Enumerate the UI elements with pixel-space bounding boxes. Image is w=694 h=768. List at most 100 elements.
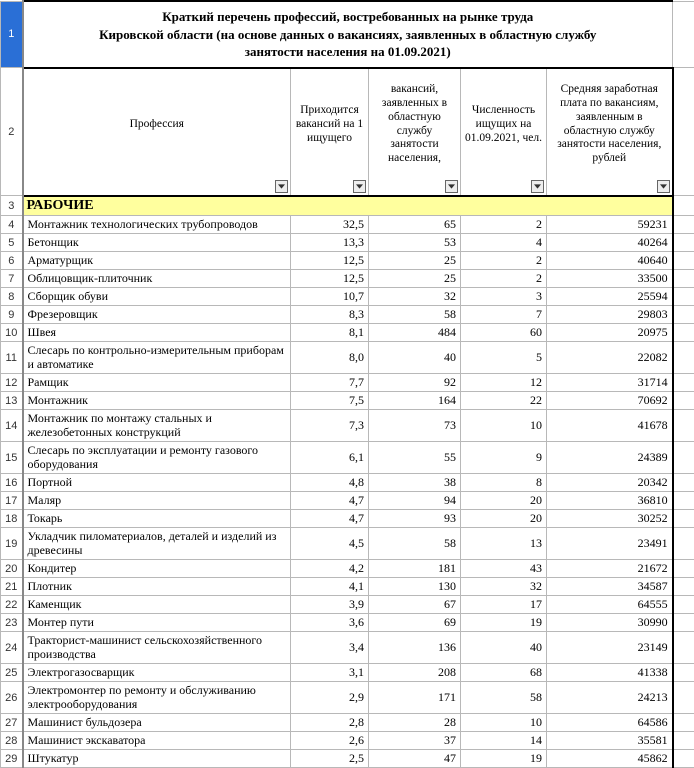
cell-salary[interactable]: 41678 <box>547 410 673 442</box>
cell-seekers[interactable]: 40 <box>461 632 547 664</box>
cell-salary[interactable]: 24389 <box>547 442 673 474</box>
cell-profession[interactable]: Портной <box>23 474 291 492</box>
cell-salary[interactable]: 23149 <box>547 632 673 664</box>
cell-ratio[interactable]: 3,4 <box>291 632 369 664</box>
cell-vacancies[interactable]: 32 <box>369 288 461 306</box>
cell-vacancies[interactable]: 136 <box>369 632 461 664</box>
filter-profession[interactable] <box>275 180 288 193</box>
cell-salary[interactable]: 36810 <box>547 492 673 510</box>
cell-seekers[interactable]: 17 <box>461 596 547 614</box>
cell-salary[interactable]: 31714 <box>547 374 673 392</box>
cell-ratio[interactable]: 4,7 <box>291 510 369 528</box>
cell-ratio[interactable]: 2,8 <box>291 714 369 732</box>
cell-profession[interactable]: Штукатур <box>23 750 291 768</box>
cell-ratio[interactable]: 3,1 <box>291 664 369 682</box>
filter-seekers[interactable] <box>531 180 544 193</box>
row-number[interactable]: 12 <box>1 374 23 392</box>
cell-profession[interactable]: Плотник <box>23 578 291 596</box>
row-number[interactable]: 16 <box>1 474 23 492</box>
row-number[interactable]: 4 <box>1 216 23 234</box>
cell-salary[interactable]: 35581 <box>547 732 673 750</box>
cell-vacancies[interactable]: 53 <box>369 234 461 252</box>
cell-salary[interactable]: 23491 <box>547 528 673 560</box>
cell-profession[interactable]: Рамщик <box>23 374 291 392</box>
cell-seekers[interactable]: 7 <box>461 306 547 324</box>
cell-seekers[interactable]: 22 <box>461 392 547 410</box>
cell-ratio[interactable]: 4,1 <box>291 578 369 596</box>
cell-ratio[interactable]: 4,2 <box>291 560 369 578</box>
cell-salary[interactable]: 34587 <box>547 578 673 596</box>
row-number[interactable]: 24 <box>1 632 23 664</box>
cell-profession[interactable]: Монтажник технологических трубопроводов <box>23 216 291 234</box>
cell-ratio[interactable]: 7,5 <box>291 392 369 410</box>
cell-profession[interactable]: Слесарь по контрольно-измерительным приб… <box>23 342 291 374</box>
row-number[interactable]: 28 <box>1 732 23 750</box>
cell-seekers[interactable]: 5 <box>461 342 547 374</box>
cell-profession[interactable]: Токарь <box>23 510 291 528</box>
cell-profession[interactable]: Монтер пути <box>23 614 291 632</box>
cell-profession[interactable]: Слесарь по эксплуатации и ремонту газово… <box>23 442 291 474</box>
cell-seekers[interactable]: 2 <box>461 252 547 270</box>
row-number[interactable]: 9 <box>1 306 23 324</box>
cell-ratio[interactable]: 6,1 <box>291 442 369 474</box>
cell-ratio[interactable]: 4,5 <box>291 528 369 560</box>
cell-salary[interactable]: 33500 <box>547 270 673 288</box>
cell-ratio[interactable]: 2,5 <box>291 750 369 768</box>
row-number[interactable]: 17 <box>1 492 23 510</box>
row-number[interactable]: 8 <box>1 288 23 306</box>
row-number[interactable]: 25 <box>1 664 23 682</box>
cell-profession[interactable]: Машинист бульдозера <box>23 714 291 732</box>
cell-vacancies[interactable]: 58 <box>369 528 461 560</box>
cell-vacancies[interactable]: 171 <box>369 682 461 714</box>
row-number[interactable]: 27 <box>1 714 23 732</box>
cell-ratio[interactable]: 8,3 <box>291 306 369 324</box>
cell-vacancies[interactable]: 92 <box>369 374 461 392</box>
row-number[interactable]: 13 <box>1 392 23 410</box>
cell-salary[interactable]: 70692 <box>547 392 673 410</box>
cell-vacancies[interactable]: 130 <box>369 578 461 596</box>
cell-profession[interactable]: Тракторист-машинист сельскохозяйственног… <box>23 632 291 664</box>
cell-vacancies[interactable]: 69 <box>369 614 461 632</box>
cell-salary[interactable]: 64586 <box>547 714 673 732</box>
cell-salary[interactable]: 41338 <box>547 664 673 682</box>
filter-salary[interactable] <box>657 180 670 193</box>
row-number[interactable]: 20 <box>1 560 23 578</box>
cell-salary[interactable]: 20342 <box>547 474 673 492</box>
cell-vacancies[interactable]: 73 <box>369 410 461 442</box>
cell-profession[interactable]: Машинист экскаватора <box>23 732 291 750</box>
cell-ratio[interactable]: 13,3 <box>291 234 369 252</box>
cell-seekers[interactable]: 12 <box>461 374 547 392</box>
cell-profession[interactable]: Фрезеровщик <box>23 306 291 324</box>
cell-seekers[interactable]: 3 <box>461 288 547 306</box>
cell-salary[interactable]: 24213 <box>547 682 673 714</box>
cell-salary[interactable]: 25594 <box>547 288 673 306</box>
cell-salary[interactable]: 30990 <box>547 614 673 632</box>
cell-ratio[interactable]: 12,5 <box>291 270 369 288</box>
filter-ratio[interactable] <box>353 180 366 193</box>
cell-salary[interactable]: 30252 <box>547 510 673 528</box>
cell-ratio[interactable]: 2,6 <box>291 732 369 750</box>
cell-seekers[interactable]: 14 <box>461 732 547 750</box>
cell-vacancies[interactable]: 94 <box>369 492 461 510</box>
cell-profession[interactable]: Арматурщик <box>23 252 291 270</box>
cell-profession[interactable]: Сборщик обуви <box>23 288 291 306</box>
cell-profession[interactable]: Электромонтер по ремонту и обслуживанию … <box>23 682 291 714</box>
cell-ratio[interactable]: 10,7 <box>291 288 369 306</box>
cell-salary[interactable]: 59231 <box>547 216 673 234</box>
cell-ratio[interactable]: 7,3 <box>291 410 369 442</box>
cell-vacancies[interactable]: 28 <box>369 714 461 732</box>
cell-seekers[interactable]: 32 <box>461 578 547 596</box>
cell-seekers[interactable]: 60 <box>461 324 547 342</box>
row-number[interactable]: 19 <box>1 528 23 560</box>
cell-vacancies[interactable]: 55 <box>369 442 461 474</box>
row-number[interactable]: 29 <box>1 750 23 768</box>
cell-profession[interactable]: Облицовщик-плиточник <box>23 270 291 288</box>
cell-salary[interactable]: 22082 <box>547 342 673 374</box>
cell-seekers[interactable]: 58 <box>461 682 547 714</box>
row-number[interactable]: 6 <box>1 252 23 270</box>
row-number[interactable]: 15 <box>1 442 23 474</box>
cell-vacancies[interactable]: 208 <box>369 664 461 682</box>
row-number[interactable]: 11 <box>1 342 23 374</box>
cell-seekers[interactable]: 68 <box>461 664 547 682</box>
row-number[interactable]: 14 <box>1 410 23 442</box>
